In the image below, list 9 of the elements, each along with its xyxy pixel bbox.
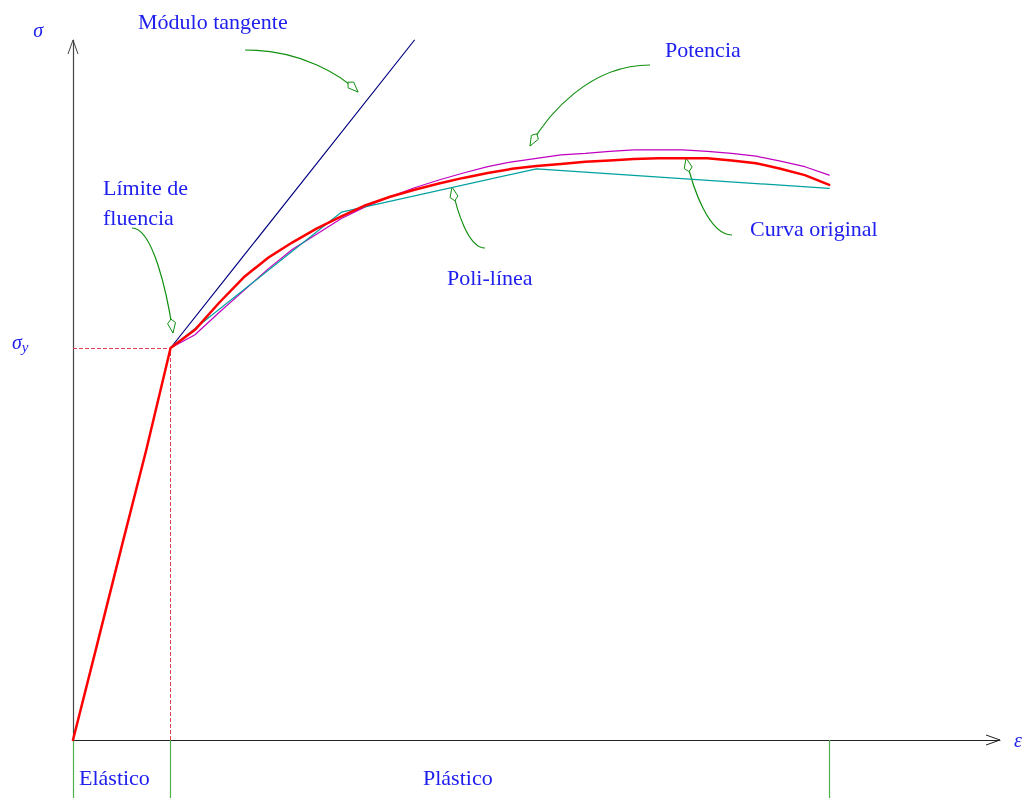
y-axis-title: σ [33, 19, 45, 41]
annotation: Potencia [665, 36, 741, 62]
annotation: Límite de fluencia [103, 174, 194, 230]
text: Módulo tangente [138, 8, 288, 34]
text: Plástico [423, 764, 493, 790]
annotation: Curva original [750, 215, 878, 241]
text: Elástico [79, 764, 150, 790]
annotation: Poli-línea [447, 264, 533, 290]
x-axis-title: ε [1014, 729, 1022, 751]
